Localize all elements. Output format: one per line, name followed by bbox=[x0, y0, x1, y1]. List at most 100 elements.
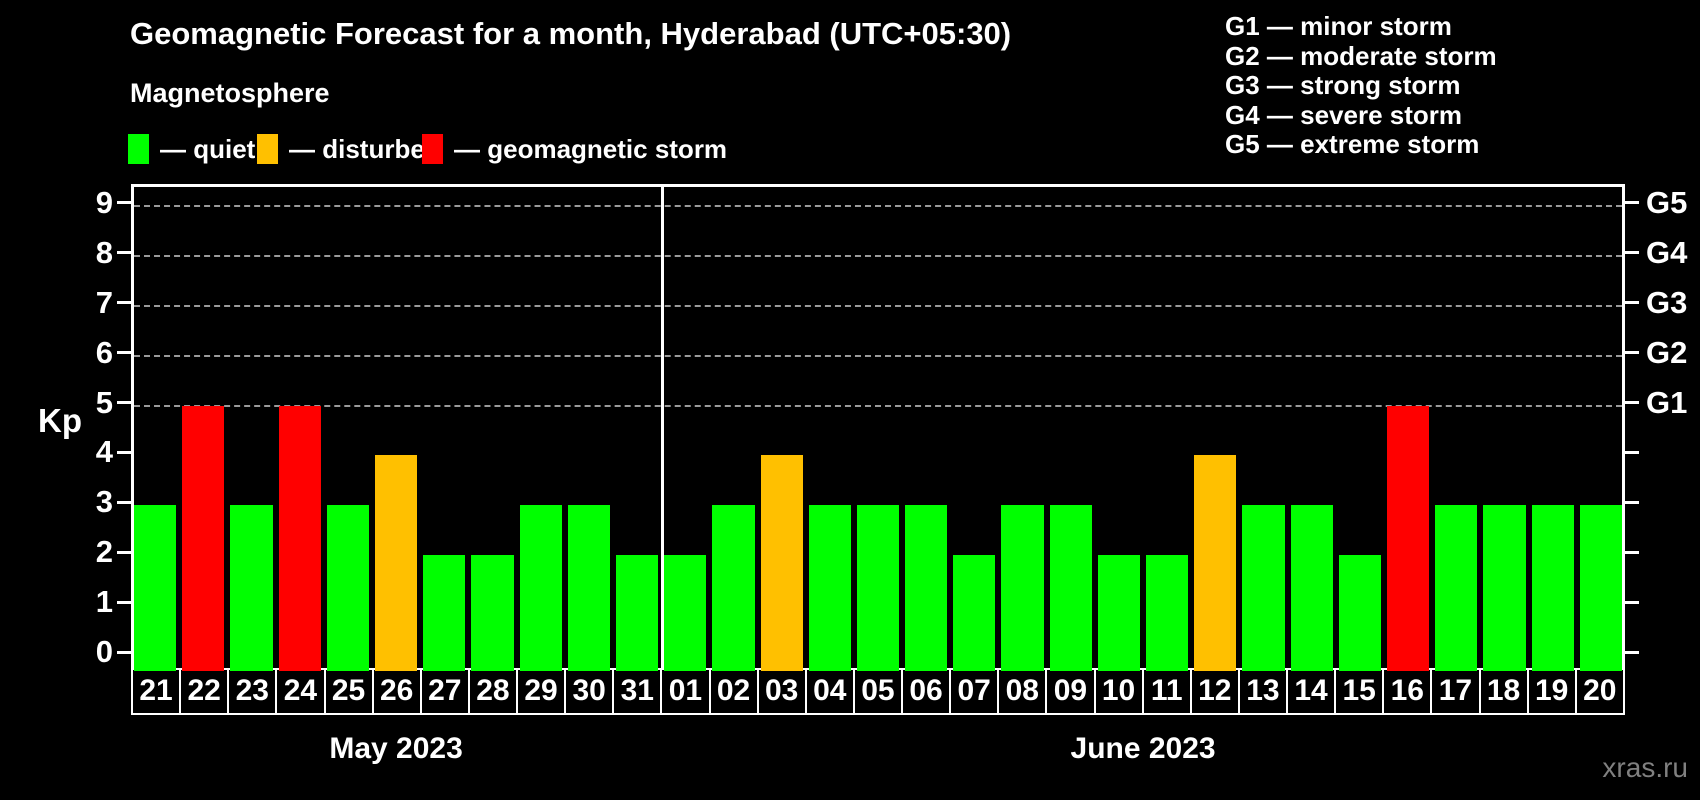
day-axis: 21 22 23 24 25 26 27 28 29 30 31 01 02 03 04 05 06 07 08 09… bbox=[131, 668, 1625, 715]
g-axis-label-g4: G4 bbox=[1646, 234, 1688, 270]
month-separator bbox=[661, 187, 665, 668]
kp-bar-day-17 bbox=[1435, 505, 1478, 671]
kp-bar-day-26 bbox=[374, 455, 418, 671]
kp-bar-day-12 bbox=[1194, 455, 1237, 671]
day-cell-15: 15 bbox=[1334, 670, 1382, 713]
month-label-june: June 2023 bbox=[1070, 732, 1216, 765]
kp-bar-day-20 bbox=[1579, 505, 1622, 671]
kp-bar-day-29 bbox=[519, 505, 562, 671]
y-axis-tick-4 bbox=[117, 450, 131, 454]
day-cell-18: 18 bbox=[1478, 670, 1527, 713]
day-cell-13: 13 bbox=[1237, 670, 1286, 713]
kp-bar-day-02 bbox=[712, 505, 755, 671]
legend-label-storm: — geomagnetic storm bbox=[454, 134, 728, 164]
day-cell-23: 23 bbox=[227, 670, 275, 713]
quiet-color-swatch bbox=[128, 134, 149, 164]
day-cell-19: 19 bbox=[1526, 670, 1575, 713]
y-axis-tick-label-5: 5 bbox=[95, 384, 113, 420]
g-axis-tick-6 bbox=[1625, 351, 1639, 355]
y-axis-tick-label-2: 2 bbox=[95, 534, 113, 570]
g-axis-label-g2: G2 bbox=[1646, 334, 1688, 370]
day-cell-02: 02 bbox=[708, 670, 757, 713]
day-cell-11: 11 bbox=[1141, 670, 1190, 713]
kp-bar-day-15 bbox=[1338, 555, 1382, 671]
storm-scale-legend-line-4: G4 — severe storm bbox=[1225, 99, 1463, 130]
y-axis-tick-5 bbox=[117, 401, 131, 404]
kp-bar-day-21 bbox=[134, 505, 177, 671]
y-axis-tick-label-4: 4 bbox=[95, 434, 113, 470]
y-axis-tick-label-9: 9 bbox=[95, 184, 113, 220]
kp-bar-day-18 bbox=[1483, 505, 1526, 671]
day-cell-25: 25 bbox=[323, 670, 372, 713]
storm-scale-legend: G1 — minor storm G2 — moderate storm G3 — … bbox=[1225, 11, 1497, 160]
g-axis-tick-5 bbox=[1625, 401, 1639, 404]
day-cell-12: 12 bbox=[1189, 670, 1238, 713]
storm-scale-legend-line-1: G1 — minor storm bbox=[1225, 11, 1452, 41]
kp-bar-day-14 bbox=[1290, 505, 1333, 671]
g-axis-tick-4 bbox=[1625, 450, 1639, 454]
day-cell-14: 14 bbox=[1286, 670, 1334, 713]
g-axis-tick-9 bbox=[1625, 201, 1639, 205]
kp-bar-day-28 bbox=[471, 555, 514, 671]
kp-bar-day-04 bbox=[808, 505, 851, 671]
legend-item-quiet: — quiet bbox=[128, 134, 255, 164]
gridline-kp7 bbox=[134, 304, 1622, 307]
day-cell-05: 05 bbox=[852, 670, 901, 713]
kp-bar-day-27 bbox=[423, 555, 466, 671]
kp-bar-day-24 bbox=[278, 405, 321, 671]
legend-label-disturbed: — disturbed bbox=[289, 134, 441, 164]
day-cell-27: 27 bbox=[419, 670, 468, 713]
y-axis-tick-8 bbox=[117, 251, 131, 255]
y-axis-tick-1 bbox=[117, 600, 131, 604]
kp-bar-day-10 bbox=[1097, 555, 1141, 671]
day-cell-30: 30 bbox=[564, 670, 612, 713]
y-axis-tick-label-0: 0 bbox=[95, 634, 113, 669]
day-cell-09: 09 bbox=[1045, 670, 1093, 713]
g-axis-label-g3: G3 bbox=[1646, 284, 1688, 320]
kp-bar-day-11 bbox=[1146, 555, 1189, 671]
plot-area bbox=[131, 184, 1625, 671]
kp-bar-day-23 bbox=[230, 505, 273, 671]
kp-bar-day-07 bbox=[953, 555, 996, 671]
day-cell-03: 03 bbox=[756, 670, 805, 713]
y-axis-tick-label-1: 1 bbox=[95, 584, 113, 620]
day-cell-22: 22 bbox=[179, 670, 227, 713]
chart-title: Geomagnetic Forecast for a month, Hydera… bbox=[130, 16, 1012, 51]
kp-bar-day-19 bbox=[1531, 505, 1574, 671]
g-axis-tick-0 bbox=[1625, 650, 1639, 654]
day-cell-04: 04 bbox=[804, 670, 853, 713]
y-axis-tick-7 bbox=[117, 301, 131, 305]
day-cell-29: 29 bbox=[516, 670, 564, 713]
gridline-kp9 bbox=[134, 204, 1622, 207]
day-cell-26: 26 bbox=[371, 670, 420, 713]
day-cell-10: 10 bbox=[1093, 670, 1142, 713]
gridline-kp5 bbox=[134, 404, 1622, 407]
kp-bar-day-03 bbox=[760, 455, 803, 671]
day-cell-21: 21 bbox=[139, 674, 173, 707]
g-axis-label-g1: G1 bbox=[1646, 384, 1688, 420]
day-cell-16: 16 bbox=[1382, 670, 1430, 713]
kp-bar-day-16 bbox=[1387, 405, 1430, 671]
y-axis-tick-6 bbox=[117, 351, 131, 355]
kp-bar-day-08 bbox=[1001, 505, 1044, 671]
legend-label-quiet: — quiet bbox=[160, 134, 256, 164]
day-cell-31: 31 bbox=[612, 670, 660, 713]
day-cell-01: 01 bbox=[660, 670, 708, 713]
storm-scale-legend-line-2: G2 — moderate storm bbox=[1225, 40, 1497, 71]
y-axis-tick-label-3: 3 bbox=[95, 484, 113, 520]
disturbed-color-swatch bbox=[257, 134, 278, 164]
legend-item-disturbed: — disturbed bbox=[257, 134, 441, 164]
g-axis-label-g5: G5 bbox=[1646, 184, 1688, 220]
storm-color-swatch bbox=[422, 134, 443, 164]
y-axis-tick-0 bbox=[117, 650, 131, 654]
day-cell-28: 28 bbox=[467, 670, 516, 713]
magnetosphere-label: Magnetosphere bbox=[130, 78, 330, 108]
g-axis-tick-2 bbox=[1625, 550, 1639, 554]
gridline-kp8 bbox=[134, 254, 1622, 257]
kp-bar-day-05 bbox=[856, 505, 900, 671]
g-axis-tick-3 bbox=[1625, 500, 1639, 504]
day-cell-17: 17 bbox=[1430, 670, 1478, 713]
storm-scale-legend-line-5: G5 — extreme storm bbox=[1225, 129, 1480, 159]
kp-bar-day-09 bbox=[1049, 505, 1092, 671]
